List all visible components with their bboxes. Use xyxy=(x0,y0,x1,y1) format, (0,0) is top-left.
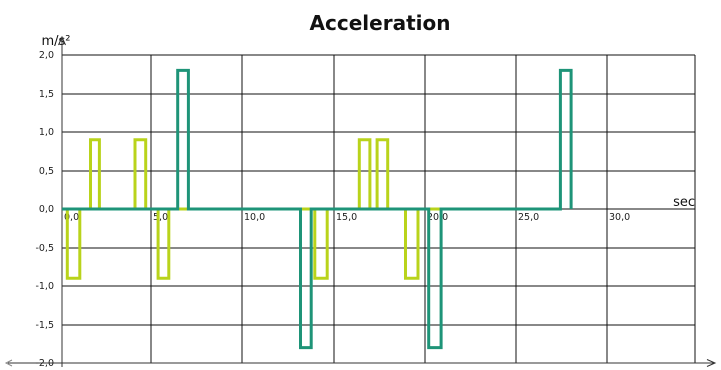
axes xyxy=(4,35,717,367)
y-tick-label: -1,0 xyxy=(35,281,54,292)
y-tick-label: 0,0 xyxy=(39,204,54,215)
x-axis-unit-label: sec xyxy=(673,195,695,210)
chart-title: Acceleration xyxy=(310,11,451,35)
y-tick-label: 2,0 xyxy=(39,50,54,61)
y-tick-label: 1,5 xyxy=(39,89,54,100)
y-tick-label: -0,5 xyxy=(35,243,54,254)
series-line-teal xyxy=(62,68,573,350)
y-tick-label: -1,5 xyxy=(35,320,54,331)
data-series xyxy=(62,68,573,350)
tick-labels: 2,0 1,5 1,0 0,5 0,0 -0,5 -1,0 -1,5 -2,0 0,0 5,0 10,… xyxy=(35,50,630,369)
x-tick-label: 25,0 xyxy=(518,212,539,223)
x-tick-label: 5,0 xyxy=(153,212,168,223)
y-axis-arrow xyxy=(58,35,66,46)
y-tick-label: -2,0 xyxy=(35,358,54,369)
y-axis-unit-label: m/s² xyxy=(41,34,70,49)
x-tick-label: 10,0 xyxy=(244,212,265,223)
x-axis-left-arrow xyxy=(4,359,13,367)
x-tick-label: 20,0 xyxy=(427,212,448,223)
y-tick-label: 1,0 xyxy=(39,127,54,138)
x-axis-arrow xyxy=(706,359,717,367)
x-tick-label: 30,0 xyxy=(609,212,630,223)
x-tick-label: 15,0 xyxy=(336,212,357,223)
y-tick-label: 0,5 xyxy=(39,166,54,177)
x-tick-label: 0,0 xyxy=(64,212,79,223)
